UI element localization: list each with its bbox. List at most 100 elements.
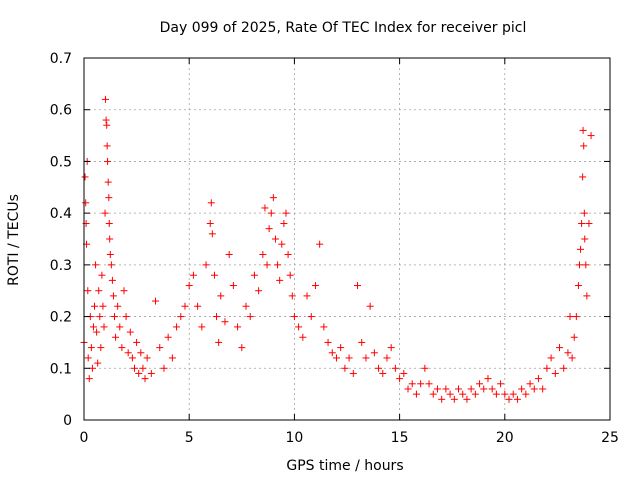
data-point — [497, 380, 505, 388]
data-point — [210, 271, 218, 279]
data-point — [181, 302, 189, 310]
data-point — [375, 364, 383, 372]
data-point — [387, 344, 395, 352]
data-point — [568, 354, 576, 362]
data-point — [87, 344, 95, 352]
data-point — [97, 344, 105, 352]
data-point — [265, 225, 273, 233]
data-point — [450, 395, 458, 403]
data-point — [577, 245, 585, 253]
y-tick-label: 0.3 — [50, 258, 72, 274]
data-point — [107, 261, 115, 269]
data-point — [114, 302, 122, 310]
data-point — [263, 261, 271, 269]
data-point — [484, 375, 492, 383]
data-point — [124, 349, 132, 357]
data-point — [421, 364, 429, 372]
data-point — [379, 369, 387, 377]
data-point — [476, 380, 484, 388]
data-point — [429, 390, 437, 398]
data-point — [522, 390, 530, 398]
data-point — [93, 328, 101, 336]
data-point — [320, 323, 328, 331]
data-point — [215, 338, 223, 346]
data-point — [543, 364, 551, 372]
data-point — [271, 235, 279, 243]
data-point — [574, 282, 582, 290]
data-point — [578, 219, 586, 227]
data-point — [189, 271, 197, 279]
data-point — [579, 173, 587, 181]
data-point — [471, 390, 479, 398]
y-axis-label: ROTI / TECUs — [6, 194, 22, 286]
data-point — [509, 390, 517, 398]
data-point — [112, 333, 120, 341]
data-point — [324, 338, 332, 346]
data-point — [433, 385, 441, 393]
data-point — [250, 271, 258, 279]
data-point — [286, 271, 294, 279]
data-point — [177, 313, 185, 321]
x-tick-label: 15 — [391, 430, 409, 446]
data-point — [207, 199, 215, 207]
data-point — [101, 95, 109, 103]
data-point — [128, 354, 136, 362]
y-tick-label: 0.4 — [50, 206, 72, 222]
data-point — [366, 302, 374, 310]
data-point — [547, 354, 555, 362]
data-point — [288, 292, 296, 300]
data-point — [255, 287, 263, 295]
data-point — [276, 276, 284, 284]
data-point — [362, 354, 370, 362]
data-point — [417, 380, 425, 388]
data-point — [303, 292, 311, 300]
data-point — [267, 209, 275, 217]
data-point — [341, 364, 349, 372]
data-point — [299, 333, 307, 341]
data-point — [95, 287, 103, 295]
data-point — [551, 369, 559, 377]
data-point — [141, 375, 149, 383]
data-point — [345, 354, 353, 362]
data-point — [583, 292, 591, 300]
data-point — [173, 323, 181, 331]
data-point — [581, 235, 589, 243]
axis-ticks: 0 5 10 15 20 25 0 0.1 0.2 0.3 0.4 0.5 0.6 0.7 — [50, 51, 619, 446]
data-point — [122, 313, 130, 321]
data-point — [259, 251, 267, 259]
data-point — [101, 209, 109, 217]
data-point — [246, 313, 254, 321]
data-point — [295, 323, 303, 331]
data-point — [585, 219, 593, 227]
data-point — [579, 126, 587, 134]
data-point — [82, 199, 90, 207]
data-point — [103, 121, 111, 129]
data-point — [91, 302, 99, 310]
x-tick-label: 5 — [185, 430, 194, 446]
data-point — [106, 235, 114, 243]
data-point — [501, 390, 509, 398]
data-point — [467, 385, 475, 393]
data-point — [328, 349, 336, 357]
data-point — [556, 344, 564, 352]
data-point — [116, 323, 124, 331]
data-point — [332, 354, 340, 362]
data-point — [89, 323, 97, 331]
data-point — [560, 364, 568, 372]
data-point — [455, 385, 463, 393]
data-point — [337, 344, 345, 352]
data-point — [412, 390, 420, 398]
data-point — [358, 338, 366, 346]
y-tick-label: 0.5 — [50, 154, 72, 170]
data-point — [208, 230, 216, 238]
data-point — [96, 313, 104, 321]
x-tick-label: 10 — [285, 430, 303, 446]
data-point — [564, 349, 572, 357]
y-tick-label: 0.1 — [50, 361, 72, 377]
data-point — [425, 380, 433, 388]
data-point — [242, 302, 250, 310]
data-point — [105, 219, 113, 227]
data-point — [570, 333, 578, 341]
data-point — [261, 204, 269, 212]
